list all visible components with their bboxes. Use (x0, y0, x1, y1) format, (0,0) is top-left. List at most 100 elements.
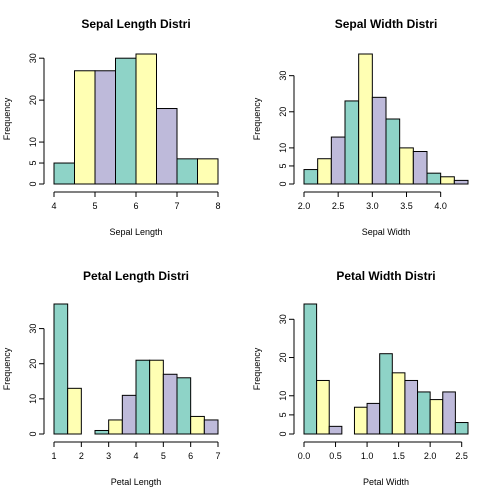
x-tick-label: 4 (133, 451, 138, 461)
y-tick-label: 0 (28, 431, 38, 436)
x-tick-label: 7 (215, 451, 220, 461)
x-tick-label: 5 (161, 451, 166, 461)
histogram-bar (417, 391, 431, 435)
histogram-bar (176, 377, 192, 435)
y-tick-label: 20 (278, 107, 288, 117)
y-tick-label: 30 (28, 53, 38, 63)
histogram-bar (330, 136, 346, 185)
histogram-bar (53, 162, 75, 185)
chart-title: Sepal Width Distri (335, 17, 438, 31)
histogram-bar (426, 172, 442, 185)
histogram-bar (203, 419, 219, 435)
x-tick-label: 4 (51, 201, 56, 211)
y-tick-label: 20 (28, 95, 38, 105)
x-tick-label: 1.0 (361, 451, 374, 461)
x-axis-label: Petal Length (111, 477, 162, 487)
x-tick-label: 0.0 (298, 451, 311, 461)
histogram-bar (162, 373, 178, 435)
x-tick-label: 2.5 (332, 201, 345, 211)
histogram-bar (121, 394, 137, 435)
x-tick-label: 2 (79, 451, 84, 461)
y-tick-label: 30 (278, 71, 288, 81)
x-tick-label: 2.5 (455, 451, 468, 461)
x-tick-label: 6 (188, 451, 193, 461)
histogram-bar (53, 303, 69, 435)
x-tick-label: 3 (106, 451, 111, 461)
x-tick-label: 0.5 (329, 451, 342, 461)
histogram-panel-3: Petal Length Distri 0 10 20 30 1 2 3 4 5 6 7 Petal L… (2, 269, 221, 487)
y-axis-label: Frequency (252, 97, 262, 140)
histogram-bar (371, 96, 387, 185)
histogram-bar (156, 108, 178, 185)
histogram-bar (317, 158, 332, 185)
histogram-panel-4: Petal Width Distri 0 5 10 20 30 0.0 0.5 1.0 1.5 2.… (252, 269, 469, 487)
histogram-bar (328, 425, 343, 435)
histogram-bar (303, 169, 319, 185)
y-tick-label: 5 (28, 161, 38, 166)
y-axis-label: Frequency (2, 97, 12, 140)
x-axis-label: Sepal Length (109, 227, 162, 237)
histogram-bar (94, 70, 116, 185)
y-tick-label: 10 (278, 143, 288, 153)
x-tick-label: 1.5 (392, 451, 405, 461)
histogram-bar (429, 399, 444, 435)
y-tick-label: 10 (278, 391, 288, 401)
histogram-bar (115, 57, 137, 185)
histogram-bar (316, 379, 330, 435)
histogram-bar (344, 100, 360, 185)
x-axis-label: Petal Width (363, 477, 409, 487)
histogram-bar (399, 147, 414, 185)
histogram-bar (440, 176, 455, 185)
x-axis-label: Sepal Width (362, 227, 411, 237)
histogram-bar (190, 415, 205, 435)
histogram-bar (67, 387, 82, 435)
histogram-bar (453, 179, 469, 185)
histogram-bar (74, 70, 96, 185)
histogram-bar (391, 372, 406, 435)
histogram-bar (404, 379, 419, 435)
histogram-bar (442, 391, 456, 435)
y-tick-label: 30 (278, 314, 288, 324)
y-tick-label: 10 (28, 394, 38, 404)
y-tick-label: 10 (28, 137, 38, 147)
y-tick-label: 30 (28, 324, 38, 334)
chart-title: Petal Length Distri (83, 269, 189, 283)
x-tick-label: 4.0 (434, 201, 447, 211)
x-tick-label: 6 (133, 201, 138, 211)
y-tick-label: 5 (278, 163, 288, 168)
histogram-bar (454, 422, 469, 435)
histogram-bar (94, 429, 110, 435)
x-tick-label: 2.0 (424, 451, 437, 461)
y-axis-label: Frequency (252, 347, 262, 390)
histogram-bar (366, 402, 381, 435)
x-tick-label: 8 (215, 201, 220, 211)
x-tick-label: 1 (51, 451, 56, 461)
histogram-bar (358, 53, 373, 185)
y-tick-label: 20 (28, 359, 38, 369)
histogram-bar (412, 151, 428, 185)
histogram-panel-2: Sepal Width Distri 0 5 10 20 30 2.0 2.5 3.0 3.5 4.… (252, 17, 469, 237)
x-tick-label: 7 (174, 201, 179, 211)
y-tick-label: 0 (28, 181, 38, 186)
histogram-bar (197, 158, 219, 185)
y-tick-label: 0 (278, 181, 288, 186)
histogram-bar (135, 359, 151, 435)
y-tick-label: 0 (278, 431, 288, 436)
x-tick-label: 3.5 (400, 201, 413, 211)
histogram-bar (303, 303, 318, 435)
chart-title: Petal Width Distri (336, 269, 435, 283)
y-tick-label: 20 (278, 353, 288, 363)
y-tick-label: 5 (278, 412, 288, 417)
x-tick-label: 3.0 (366, 201, 379, 211)
chart-title: Sepal Length Distri (81, 17, 190, 31)
x-tick-label: 5 (92, 201, 97, 211)
histogram-panel-1: Sepal Length Distri 0 5 10 20 30 4 5 6 7 8 Sepal Le… (2, 17, 221, 237)
histogram-bar (135, 53, 157, 185)
histogram-bar (149, 359, 164, 435)
histogram-bar (176, 158, 198, 185)
histogram-bar (385, 118, 401, 185)
x-tick-label: 2.0 (298, 201, 311, 211)
histogram-bar (353, 406, 368, 435)
